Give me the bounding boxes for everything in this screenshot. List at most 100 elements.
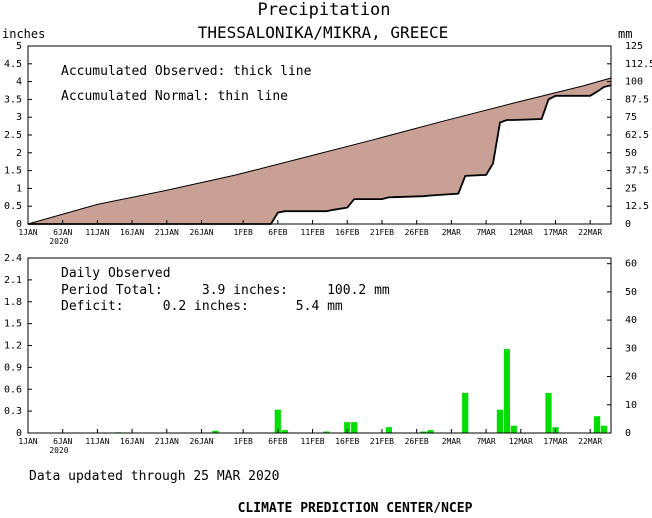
y-tick-label-mm: 50	[625, 148, 637, 159]
x-tick-label: 17MAR	[543, 228, 567, 237]
x-tick-label: 12MAR	[509, 437, 533, 446]
deficit: Deficit: 0.2 inches: 5.4 mm	[61, 299, 343, 314]
y-tick-label-mm: 20	[625, 372, 637, 383]
y-tick-label-mm: 87.5	[625, 94, 649, 105]
x-tick-label: 1JAN	[18, 228, 37, 237]
x-tick-label: 17MAR	[543, 437, 567, 446]
y-tick-label-inches: 0.3	[4, 406, 22, 417]
y-tick-label-mm: 37.5	[625, 166, 649, 177]
daily-bar	[503, 349, 510, 433]
x-tick-label: 26JAN	[189, 437, 213, 446]
daily-chart: Daily Observed Period Total: 3.9 inches:…	[4, 253, 637, 455]
y-tick-label-mm: 0	[625, 219, 631, 230]
x-tick-label: 11JAN	[85, 228, 109, 237]
top-right-unit: mm	[618, 27, 632, 41]
y-tick-label-inches: 0.9	[4, 362, 22, 373]
period-total: Period Total: 3.9 inches: 100.2 mm	[61, 283, 390, 298]
y-tick-label-inches: 2.1	[4, 275, 22, 286]
x-tick-label: 21FEB	[370, 437, 394, 446]
y-tick-label-inches: 2.5	[4, 130, 22, 141]
station-name: THESSALONIKA/MIKRA, GREECE	[198, 23, 448, 42]
daily-bar	[545, 392, 552, 433]
x-tick-label: 16FEB	[335, 228, 359, 237]
x-tick-label: 1FEB	[234, 228, 253, 237]
x-tick-label: 6FEB	[268, 437, 287, 446]
daily-heading: Daily Observed	[61, 266, 171, 281]
updated-note: Data updated through 25 MAR 2020	[29, 469, 279, 484]
credit: CLIMATE PREDICTION CENTER/NCEP	[238, 501, 473, 516]
normal-line	[27, 77, 612, 225]
daily-bar	[600, 425, 608, 433]
x-tick-label: 6JAN	[53, 437, 72, 446]
x-year-label: 2020	[49, 237, 68, 246]
x-year-label: 2020	[49, 446, 68, 455]
x-tick-label: 22MAR	[578, 437, 602, 446]
y-tick-label-mm: 25	[625, 183, 637, 194]
y-tick-label-inches: 4	[16, 77, 22, 88]
x-tick-label: 21JAN	[155, 437, 179, 446]
y-tick-label-mm: 10	[625, 400, 637, 411]
top-left-unit: inches	[2, 27, 45, 41]
daily-bar	[427, 430, 434, 433]
x-tick-label: 2MAR	[442, 437, 461, 446]
y-tick-label-inches: 0.5	[4, 201, 22, 212]
daily-bar	[351, 422, 358, 433]
legend-observed: Accumulated Observed: thick line	[61, 64, 312, 79]
y-tick-label-inches: 1.5	[4, 319, 22, 330]
x-tick-label: 22MAR	[578, 228, 602, 237]
x-tick-label: 6FEB	[268, 228, 287, 237]
x-tick-label: 7MAR	[476, 437, 495, 446]
y-tick-label-mm: 75	[625, 112, 637, 123]
x-tick-label: 6JAN	[53, 228, 72, 237]
x-tick-label: 16JAN	[120, 437, 144, 446]
y-tick-label-mm: 50	[625, 287, 637, 298]
legend-normal: Accumulated Normal: thin line	[61, 89, 288, 104]
daily-bar	[420, 431, 427, 433]
daily-bar	[510, 425, 517, 433]
y-tick-label-mm: 0	[625, 428, 631, 439]
y-tick-label-inches: 1.2	[4, 341, 22, 352]
y-tick-label-inches: 3.5	[4, 94, 22, 105]
accumulated-chart: inches mm Accumulated Observed: thick li…	[2, 27, 652, 246]
x-tick-label: 11JAN	[85, 437, 109, 446]
y-tick-label-inches: 2.4	[4, 253, 22, 264]
y-tick-label-mm: 40	[625, 315, 637, 326]
daily-bar	[344, 422, 351, 433]
y-tick-label-inches: 1.8	[4, 297, 22, 308]
x-tick-label: 21JAN	[155, 228, 179, 237]
y-tick-label-mm: 12.5	[625, 201, 649, 212]
y-tick-label-mm: 112.5	[625, 59, 652, 70]
x-tick-label: 11FEB	[301, 437, 325, 446]
y-tick-label-inches: 1	[16, 183, 22, 194]
daily-bar	[212, 430, 219, 433]
x-tick-label: 11FEB	[301, 228, 325, 237]
y-tick-label-mm: 62.5	[625, 130, 649, 141]
x-tick-label: 2MAR	[442, 228, 461, 237]
observed-line	[28, 84, 612, 225]
y-tick-label-inches: 3	[16, 112, 22, 123]
daily-bar	[385, 427, 392, 433]
y-tick-label-inches: 5	[16, 41, 22, 52]
chart-title: Precipitation	[257, 0, 390, 20]
x-tick-label: 1JAN	[18, 437, 37, 446]
y-tick-label-inches: 0	[16, 428, 22, 439]
x-tick-label: 12MAR	[509, 228, 533, 237]
y-tick-label-inches: 1.5	[4, 166, 22, 177]
x-tick-label: 16FEB	[335, 437, 359, 446]
daily-bar	[281, 430, 288, 433]
y-tick-label-inches: 2	[16, 148, 22, 159]
daily-bar	[594, 416, 601, 433]
daily-bar	[274, 409, 281, 433]
x-tick-label: 1FEB	[234, 437, 253, 446]
y-tick-label-mm: 125	[625, 41, 643, 52]
daily-bar	[323, 431, 330, 433]
x-tick-label: 26FEB	[405, 228, 429, 237]
y-tick-label-mm: 100	[625, 77, 643, 88]
y-tick-label-inches: 0.6	[4, 384, 22, 395]
y-tick-label-mm: 30	[625, 343, 637, 354]
daily-bar	[462, 392, 469, 433]
y-tick-label-mm: 60	[625, 259, 637, 270]
x-tick-label: 21FEB	[370, 228, 394, 237]
x-tick-label: 7MAR	[476, 228, 495, 237]
